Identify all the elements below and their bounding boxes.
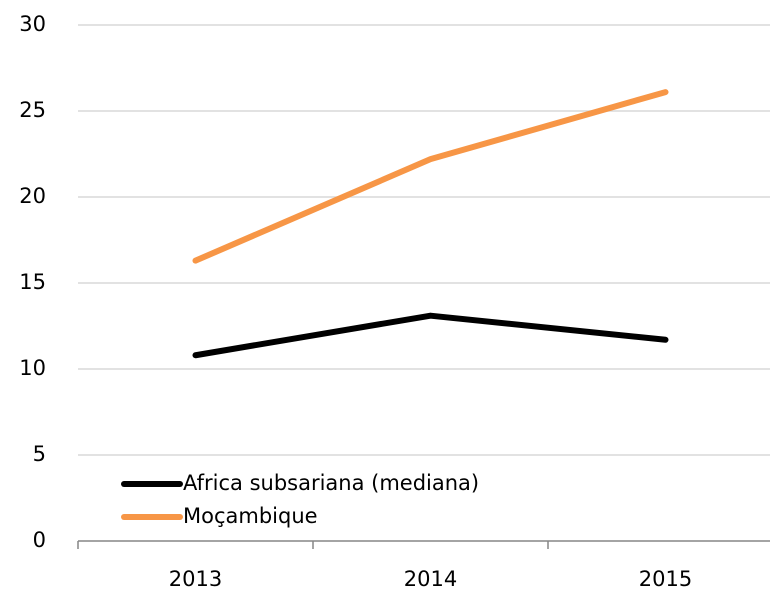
y-tick-label: 10 xyxy=(19,356,46,380)
y-tick-label: 5 xyxy=(33,442,46,466)
y-tick-label: 25 xyxy=(19,98,46,122)
y-tick-label: 0 xyxy=(33,528,46,552)
y-tick-label: 15 xyxy=(19,270,46,294)
legend-label: Moçambique xyxy=(183,504,318,528)
x-tick-label: 2015 xyxy=(639,567,692,591)
y-tick-label: 20 xyxy=(19,184,46,208)
x-tick-label: 2014 xyxy=(404,567,457,591)
legend-label: Africa subsariana (mediana) xyxy=(183,471,479,495)
y-tick-label: 30 xyxy=(19,12,46,36)
series-line xyxy=(192,312,669,359)
x-tick-label: 2013 xyxy=(169,567,222,591)
series-line xyxy=(192,89,669,264)
